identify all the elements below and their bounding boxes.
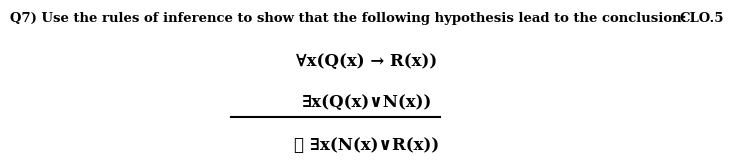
Text: Q7) Use the rules of inference to show that the following hypothesis lead to the: Q7) Use the rules of inference to show t…: [10, 12, 687, 25]
Text: CLO.5: CLO.5: [679, 12, 724, 25]
Text: ∃x(Q(x)∨N(x)): ∃x(Q(x)∨N(x)): [302, 94, 432, 111]
Text: ∀x(Q(x) → R(x)): ∀x(Q(x) → R(x)): [297, 53, 437, 70]
Text: ∴ ∃x(N(x)∨R(x)): ∴ ∃x(N(x)∨R(x)): [294, 137, 440, 154]
